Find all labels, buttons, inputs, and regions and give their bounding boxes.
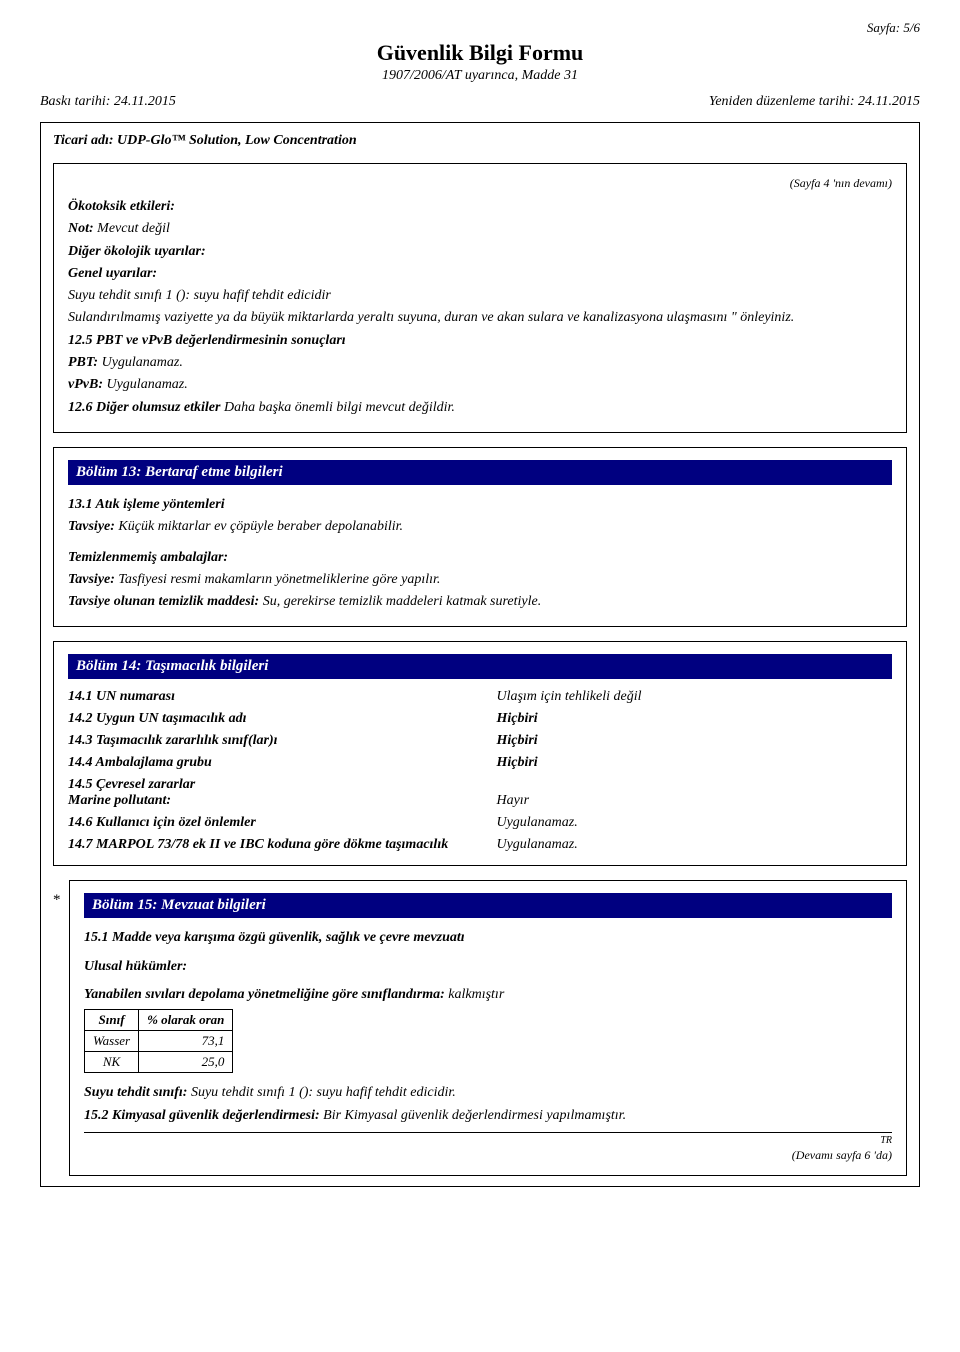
kv-14-3-value: Hiçbiri <box>496 733 892 749</box>
other-eco-warnings-label: Diğer ökolojik uyarılar: <box>68 242 892 262</box>
kv-marine: Marine pollutant: Hayır <box>68 793 892 809</box>
section-15-frame: Bölüm 15: Mevzuat bilgileri 15.1 Madde v… <box>69 880 907 1175</box>
kv-14-1-label: 14.1 UN numarası <box>68 689 496 705</box>
undiluted-warning: Sulandırılmamış vaziyette ya da büyük mi… <box>68 308 892 328</box>
kv-14-3-label: 14.3 Taşımacılık zararlılık sınıf(lar)ı <box>68 733 496 749</box>
print-date: Baskı tarihi: 24.11.2015 <box>40 94 176 110</box>
sub-15-1: 15.1 Madde veya karışıma özgü güvenlik, … <box>84 928 892 948</box>
kv-14-4-label: 14.4 Ambalajlama grubu <box>68 755 496 771</box>
uncleaned-label: Temizlenmemiş ambalajlar: <box>68 548 892 568</box>
kv-14-7-label: 14.7 MARPOL 73/78 ek II ve IBC koduna gö… <box>68 837 496 853</box>
kv-14-1: 14.1 UN numarası Ulaşım için tehlikeli d… <box>68 689 892 705</box>
csa-label: 15.2 Kimyasal güvenlik değerlendirmesi: <box>84 1108 320 1123</box>
section-15-row: * Bölüm 15: Mevzuat bilgileri 15.1 Madde… <box>53 880 907 1175</box>
general-warnings-label: Genel uyarılar: <box>68 264 892 284</box>
kv-14-7: 14.7 MARPOL 73/78 ek II ve IBC koduna gö… <box>68 837 892 853</box>
kv-14-1-value: Ulaşım için tehlikeli değil <box>496 689 892 705</box>
kv-14-3: 14.3 Taşımacılık zararlılık sınıf(lar)ı … <box>68 733 892 749</box>
other-adverse-line: 12.6 Diğer olumsuz etkiler Daha başka ön… <box>68 398 892 418</box>
vpvb-label: vPvB: <box>68 377 103 392</box>
other-adverse-label: 12.6 Diğer olumsuz etkiler <box>68 400 220 415</box>
kv-14-2-value: Hiçbiri <box>496 711 892 727</box>
section-15-header: Bölüm 15: Mevzuat bilgileri <box>84 893 892 918</box>
water-hazard-class: Suyu tehdit sınıfı 1 (): suyu hafif tehd… <box>68 286 892 306</box>
water-hazard-label: Suyu tehdit sınıfı: <box>84 1085 187 1100</box>
advice-2-value: Tasfiyesi resmi makamların yönetmelikler… <box>115 572 440 587</box>
continued-from: (Sayfa 4 'nın devamı) <box>68 176 892 191</box>
tr-code: TR <box>880 1135 892 1146</box>
kv-14-2-label: 14.2 Uygun UN taşımacılık adı <box>68 711 496 727</box>
cleaning-agent: Tavsiye olunan temizlik maddesi: Su, ger… <box>68 592 892 612</box>
advice-2-label: Tavsiye: <box>68 572 115 587</box>
national-provisions-label: Ulusal hükümler: <box>84 957 892 977</box>
csa-value: Bir Kimyasal güvenlik değerlendirmesi ya… <box>320 1108 626 1123</box>
section-13-frame: Bölüm 13: Bertaraf etme bilgileri 13.1 A… <box>53 447 907 627</box>
pbt-value: Uygulanamaz. <box>98 355 183 370</box>
th-percent: % olarak oran <box>139 1010 233 1031</box>
header-dates: Baskı tarihi: 24.11.2015 Yeniden düzenle… <box>40 94 920 110</box>
flammable-classification: Yanabilen sıvıları depolama yönetmeliğin… <box>84 985 892 1005</box>
th-class: Sınıf <box>85 1010 139 1031</box>
revision-date: Yeniden düzenleme tarihi: 24.11.2015 <box>709 94 920 110</box>
kv-14-5-value <box>496 777 892 793</box>
flammable-label: Yanabilen sıvıları depolama yönetmeliğin… <box>84 987 445 1002</box>
note-line: Not: Mevcut değil <box>68 219 892 239</box>
kv-14-4: 14.4 Ambalajlama grubu Hiçbiri <box>68 755 892 771</box>
note-label: Not: <box>68 221 94 236</box>
section-12-frame: (Sayfa 4 'nın devamı) Ökotoksik etkileri… <box>53 163 907 433</box>
kv-14-6: 14.6 Kullanıcı için özel önlemler Uygula… <box>68 815 892 831</box>
td-percent-0: 73,1 <box>139 1031 233 1052</box>
asterisk-marker: * <box>53 880 69 1175</box>
table-row: Wasser 73,1 <box>85 1031 233 1052</box>
flammable-value: kalkmıştır <box>445 987 505 1002</box>
pbt-line: PBT: Uygulanamaz. <box>68 353 892 373</box>
continued-to: (Devamı sayfa 6 'da) <box>84 1148 892 1163</box>
kv-marine-value: Hayır <box>496 793 892 809</box>
kv-14-2: 14.2 Uygun UN taşımacılık adı Hiçbiri <box>68 711 892 727</box>
kv-marine-label: Marine pollutant: <box>68 793 496 809</box>
section-14-frame: Bölüm 14: Taşımacılık bilgileri 14.1 UN … <box>53 641 907 866</box>
kv-14-5-label: 14.5 Çevresel zararlar <box>68 777 496 793</box>
water-hazard-value: Suyu tehdit sınıfı 1 (): suyu hafif tehd… <box>187 1085 455 1100</box>
td-class-1: NK <box>85 1052 139 1073</box>
section-14-header: Bölüm 14: Taşımacılık bilgileri <box>68 654 892 679</box>
cleaning-value: Su, gerekirse temizlik maddeleri katmak … <box>259 594 541 609</box>
kv-14-7-value: Uygulanamaz. <box>496 837 892 853</box>
trade-name: Ticari adı: UDP-Glo™ Solution, Low Conce… <box>53 133 907 149</box>
pbt-label: PBT: <box>68 355 98 370</box>
td-percent-1: 25,0 <box>139 1052 233 1073</box>
note-value: Mevcut değil <box>94 221 170 236</box>
section-13-header: Bölüm 13: Bertaraf etme bilgileri <box>68 460 892 485</box>
sub-13-1: 13.1 Atık işleme yöntemleri <box>68 495 892 515</box>
document-subtitle: 1907/2006/AT uyarınca, Madde 31 <box>40 68 920 84</box>
pbt-heading: 12.5 PBT ve vPvB değerlendirmesinin sonu… <box>68 331 892 351</box>
kv-14-4-value: Hiçbiri <box>496 755 892 771</box>
vpvb-value: Uygulanamaz. <box>103 377 188 392</box>
cleaning-label: Tavsiye olunan temizlik maddesi: <box>68 594 259 609</box>
vpvb-line: vPvB: Uygulanamaz. <box>68 375 892 395</box>
kv-14-5: 14.5 Çevresel zararlar <box>68 777 892 793</box>
advice-1-value: Küçük miktarlar ev çöpüyle beraber depol… <box>115 519 403 534</box>
td-class-0: Wasser <box>85 1031 139 1052</box>
ecotoxic-label: Ökotoksik etkileri: <box>68 197 892 217</box>
advice-2: Tavsiye: Tasfiyesi resmi makamların yöne… <box>68 570 892 590</box>
table-header-row: Sınıf % olarak oran <box>85 1010 233 1031</box>
advice-1-label: Tavsiye: <box>68 519 115 534</box>
other-adverse-value: Daha başka önemli bilgi mevcut değildir. <box>220 400 454 415</box>
tr-marker: TR <box>84 1132 892 1146</box>
table-row: NK 25,0 <box>85 1052 233 1073</box>
water-hazard-line: Suyu tehdit sınıfı: Suyu tehdit sınıfı 1… <box>84 1083 892 1103</box>
document-title: Güvenlik Bilgi Formu <box>40 40 920 66</box>
advice-1: Tavsiye: Küçük miktarlar ev çöpüyle bera… <box>68 517 892 537</box>
page-number: Sayfa: 5/6 <box>40 20 920 36</box>
kv-14-6-value: Uygulanamaz. <box>496 815 892 831</box>
classification-table: Sınıf % olarak oran Wasser 73,1 NK 25,0 <box>84 1009 233 1073</box>
kv-14-6-label: 14.6 Kullanıcı için özel önlemler <box>68 815 496 831</box>
csa-line: 15.2 Kimyasal güvenlik değerlendirmesi: … <box>84 1106 892 1126</box>
outer-frame: Ticari adı: UDP-Glo™ Solution, Low Conce… <box>40 122 920 1187</box>
